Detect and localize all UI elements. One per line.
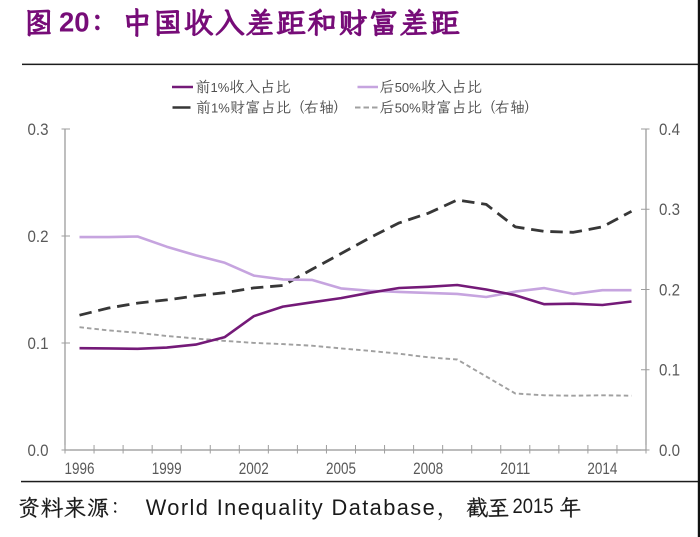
svg-text:2011: 2011 — [500, 459, 530, 478]
svg-text:2005: 2005 — [326, 459, 356, 478]
svg-text:2008: 2008 — [413, 459, 443, 478]
svg-text:1%: 1% — [211, 80, 230, 95]
svg-text:1999: 1999 — [152, 459, 182, 478]
svg-text:2015: 2015 — [513, 495, 554, 518]
svg-text:0.1: 0.1 — [659, 361, 680, 380]
svg-text:0.1: 0.1 — [28, 334, 49, 353]
svg-text:0.2: 0.2 — [659, 280, 680, 299]
svg-text:0.3: 0.3 — [659, 200, 680, 219]
svg-text:0.2: 0.2 — [28, 227, 49, 246]
svg-text:1996: 1996 — [65, 459, 95, 478]
svg-text:0.0: 0.0 — [659, 441, 680, 460]
svg-text:2002: 2002 — [239, 459, 269, 478]
svg-text:0.0: 0.0 — [28, 441, 49, 460]
svg-text:20: 20 — [59, 6, 90, 37]
svg-text:1%: 1% — [211, 101, 230, 116]
svg-text:50%: 50% — [395, 80, 421, 95]
svg-text:50%: 50% — [395, 101, 421, 116]
svg-text:2014: 2014 — [587, 459, 617, 478]
svg-text:0.4: 0.4 — [659, 120, 680, 139]
svg-text:0.3: 0.3 — [28, 120, 49, 139]
svg-text:World Inequality Database: World Inequality Database — [146, 495, 435, 520]
